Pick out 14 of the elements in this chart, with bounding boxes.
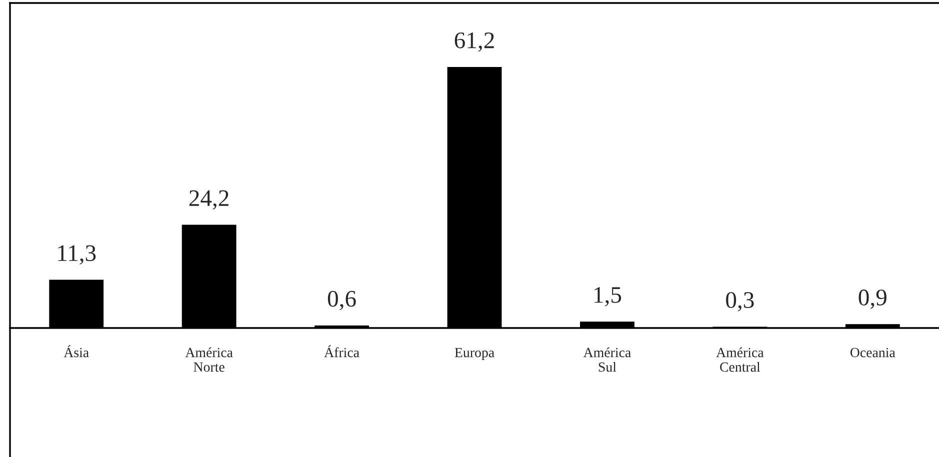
x-tick-label: América Central — [716, 347, 764, 372]
x-tick-label: Europa — [454, 348, 494, 360]
data-label: 61,2 — [454, 32, 494, 52]
x-tick-label: América Norte — [185, 347, 233, 372]
data-label: 0,6 — [328, 290, 356, 310]
data-label: 0,3 — [726, 292, 754, 312]
x-tick-label: África — [324, 345, 360, 358]
data-label: 11,3 — [58, 245, 96, 265]
x-tick-label: Ásia — [64, 345, 89, 358]
data-label: 1,5 — [594, 287, 622, 306]
data-label: 0,9 — [858, 290, 886, 309]
data-label: 24,2 — [189, 190, 228, 210]
x-tick-label: América Sul — [583, 347, 631, 372]
x-tick-label: Oceania — [850, 348, 896, 358]
